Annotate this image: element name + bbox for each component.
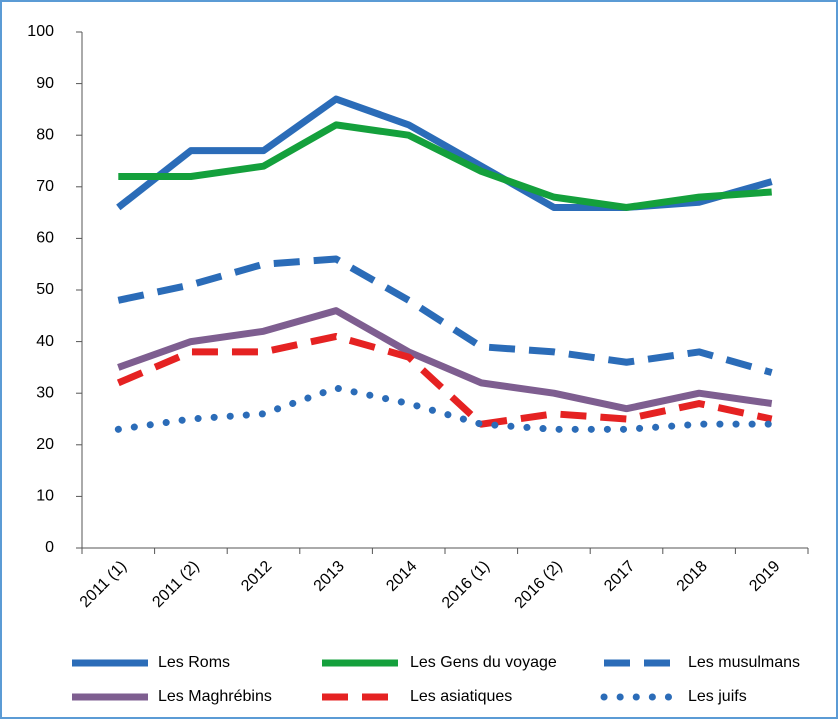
x-tick-label: 2017 bbox=[601, 558, 638, 595]
legend-label: Les Maghrébins bbox=[158, 688, 272, 705]
series-line bbox=[117, 307, 773, 413]
series-line bbox=[114, 384, 776, 433]
x-tick-label: 2018 bbox=[674, 558, 711, 595]
y-tick-label: 70 bbox=[36, 178, 54, 195]
legend-label: Les Roms bbox=[158, 654, 230, 671]
x-tick-label: 2012 bbox=[238, 558, 275, 595]
x-tick-label: 2016 (2) bbox=[512, 558, 566, 612]
legend-label: Les Gens du voyage bbox=[410, 654, 557, 671]
y-tick-label: 10 bbox=[36, 488, 54, 505]
x-tick-label: 2019 bbox=[746, 558, 783, 595]
series-line bbox=[116, 332, 773, 428]
y-tick-label: 20 bbox=[36, 436, 54, 453]
x-tick-label: 2011 (1) bbox=[77, 558, 130, 611]
y-tick-label: 50 bbox=[36, 281, 54, 298]
x-tick-label: 2014 bbox=[383, 558, 420, 595]
y-tick-label: 100 bbox=[27, 23, 54, 40]
y-tick-label: 80 bbox=[36, 126, 54, 143]
legend-label: Les musulmans bbox=[688, 654, 800, 671]
y-tick-label: 40 bbox=[36, 333, 54, 350]
x-tick-label: 2011 (2) bbox=[149, 558, 202, 611]
x-tick-label: 2016 (1) bbox=[439, 558, 493, 612]
y-tick-label: 0 bbox=[45, 539, 54, 556]
x-tick-label: 2013 bbox=[311, 558, 348, 595]
y-tick-label: 60 bbox=[36, 230, 54, 247]
legend-label: Les juifs bbox=[688, 688, 747, 705]
legend-label: Les asiatiques bbox=[410, 688, 512, 705]
y-tick-label: 30 bbox=[36, 384, 54, 401]
series-line bbox=[117, 255, 773, 376]
series-line bbox=[118, 121, 772, 211]
y-tick-label: 90 bbox=[36, 75, 54, 92]
